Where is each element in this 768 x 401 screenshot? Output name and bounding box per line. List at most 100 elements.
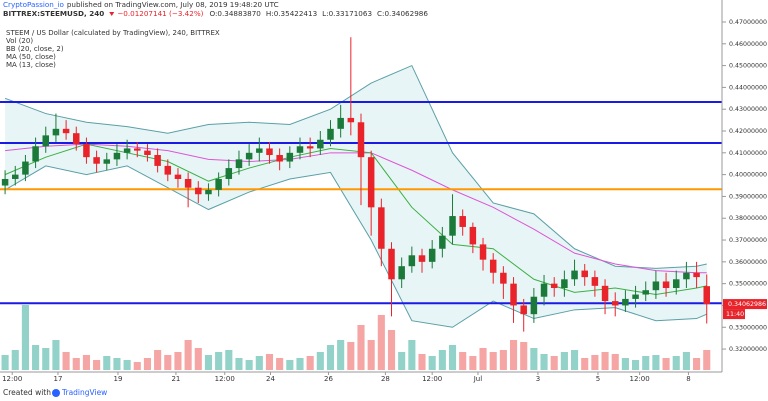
volume-bar — [550, 356, 558, 370]
candle-body — [174, 174, 182, 179]
candle-body — [134, 148, 141, 151]
volume-bar — [611, 354, 619, 370]
candle-body — [652, 281, 660, 291]
candle-body — [184, 178, 192, 188]
volume-bar — [621, 358, 629, 370]
candle-body — [205, 189, 212, 195]
brand-name[interactable]: TradingView — [61, 388, 107, 397]
x-tick-label: Jul — [473, 375, 483, 383]
y-tick-label: 0.33000000 — [729, 324, 767, 331]
candle-body — [683, 272, 690, 280]
candle-body — [32, 146, 39, 162]
volume-bar — [418, 354, 426, 370]
candle-body — [1, 178, 9, 186]
y-tick-label: 0.36000000 — [729, 259, 767, 266]
candle-body — [225, 168, 233, 179]
volume-bar — [428, 356, 436, 370]
volume-bar — [642, 356, 650, 370]
author-link[interactable]: CryptoPassion_io — [3, 0, 64, 9]
candle-body — [266, 148, 273, 155]
volume-bar — [632, 360, 640, 370]
volume-bar — [316, 352, 324, 370]
candle-body — [123, 148, 131, 153]
change: −0.01207141 (−3.42%) — [117, 9, 203, 18]
legend-entry: MA (13, close) — [6, 61, 56, 69]
volume-bar — [459, 352, 467, 370]
candle-body — [42, 135, 50, 147]
candle-body — [449, 216, 456, 236]
candle-body — [245, 152, 253, 160]
y-tick-label: 0.43000000 — [729, 106, 767, 113]
candle-body — [439, 235, 446, 249]
volume-bar — [540, 354, 548, 370]
y-tick-label: 0.40000000 — [729, 172, 767, 179]
volume-bar — [204, 355, 213, 370]
volume-bar — [398, 352, 406, 370]
legend-entry: BB (20, close, 2) — [6, 45, 64, 53]
candle-body — [672, 279, 680, 289]
candle-body — [459, 216, 466, 227]
volume-bar — [133, 362, 141, 370]
volume-bar — [1, 355, 9, 370]
volume-bar — [245, 360, 253, 370]
volume-bar — [377, 315, 385, 370]
candle-body — [540, 283, 548, 297]
volume-bar — [42, 348, 50, 370]
candle-body — [103, 159, 111, 164]
x-tick-label: 12:00 — [215, 375, 235, 383]
last-price-box — [723, 299, 767, 310]
candle-body — [195, 187, 202, 195]
candle-body — [93, 157, 100, 164]
candle-body — [164, 165, 172, 175]
legend: STEEM / US Dollar (calculated by Trading… — [6, 29, 220, 69]
candle-body — [703, 286, 711, 305]
ohlc-value: H:0.35422413 — [266, 9, 317, 18]
volume-bar — [296, 358, 304, 370]
candle-body — [144, 150, 151, 155]
down-arrow — [109, 12, 115, 16]
volume-bar — [652, 355, 660, 370]
candle-body — [256, 148, 263, 153]
candle-body — [398, 266, 405, 280]
volume-bar — [72, 358, 80, 370]
legend-title: STEEM / US Dollar (calculated by Trading… — [6, 29, 220, 37]
x-tick-label: 17 — [54, 375, 63, 383]
candle-body — [571, 270, 578, 280]
candle-body — [296, 146, 304, 153]
candle-body — [530, 296, 538, 315]
volume-bar — [326, 345, 335, 370]
volume-bar — [174, 352, 182, 370]
candle-body — [337, 117, 344, 129]
volume-bar — [11, 350, 19, 370]
ohlc-value: C:0.34062986 — [377, 9, 428, 18]
candle-body — [11, 174, 19, 179]
candle-body — [378, 207, 385, 249]
countdown-label: 11:40 — [726, 311, 744, 318]
candle-body — [215, 178, 222, 190]
candle-body — [317, 139, 324, 149]
ohlc-value: O:0.34883870 — [209, 9, 261, 18]
candle-body — [693, 272, 700, 278]
volume-bar — [530, 348, 538, 370]
candle-body — [357, 122, 365, 158]
candle-body — [52, 128, 60, 136]
volume-bar — [184, 340, 192, 370]
legend-entry: Vol (20) — [6, 37, 33, 45]
y-tick-label: 0.39000000 — [729, 193, 767, 200]
candle-body — [367, 157, 375, 208]
candle-body — [469, 226, 477, 245]
volume-bar — [225, 350, 233, 370]
y-tick-label: 0.46000000 — [729, 41, 767, 48]
volume-bar — [265, 354, 274, 370]
candle-body — [154, 154, 161, 166]
candle-body — [489, 259, 497, 273]
volume-bar — [387, 330, 396, 370]
volume-bar — [103, 356, 111, 370]
candle-body — [520, 305, 527, 315]
volume-bar — [682, 352, 690, 370]
candle-body — [62, 128, 70, 134]
y-tick-label: 0.41000000 — [729, 150, 767, 157]
x-tick-label: 12:00 — [422, 375, 442, 383]
volume-bar — [82, 355, 90, 370]
x-tick-label: 5 — [596, 375, 600, 383]
